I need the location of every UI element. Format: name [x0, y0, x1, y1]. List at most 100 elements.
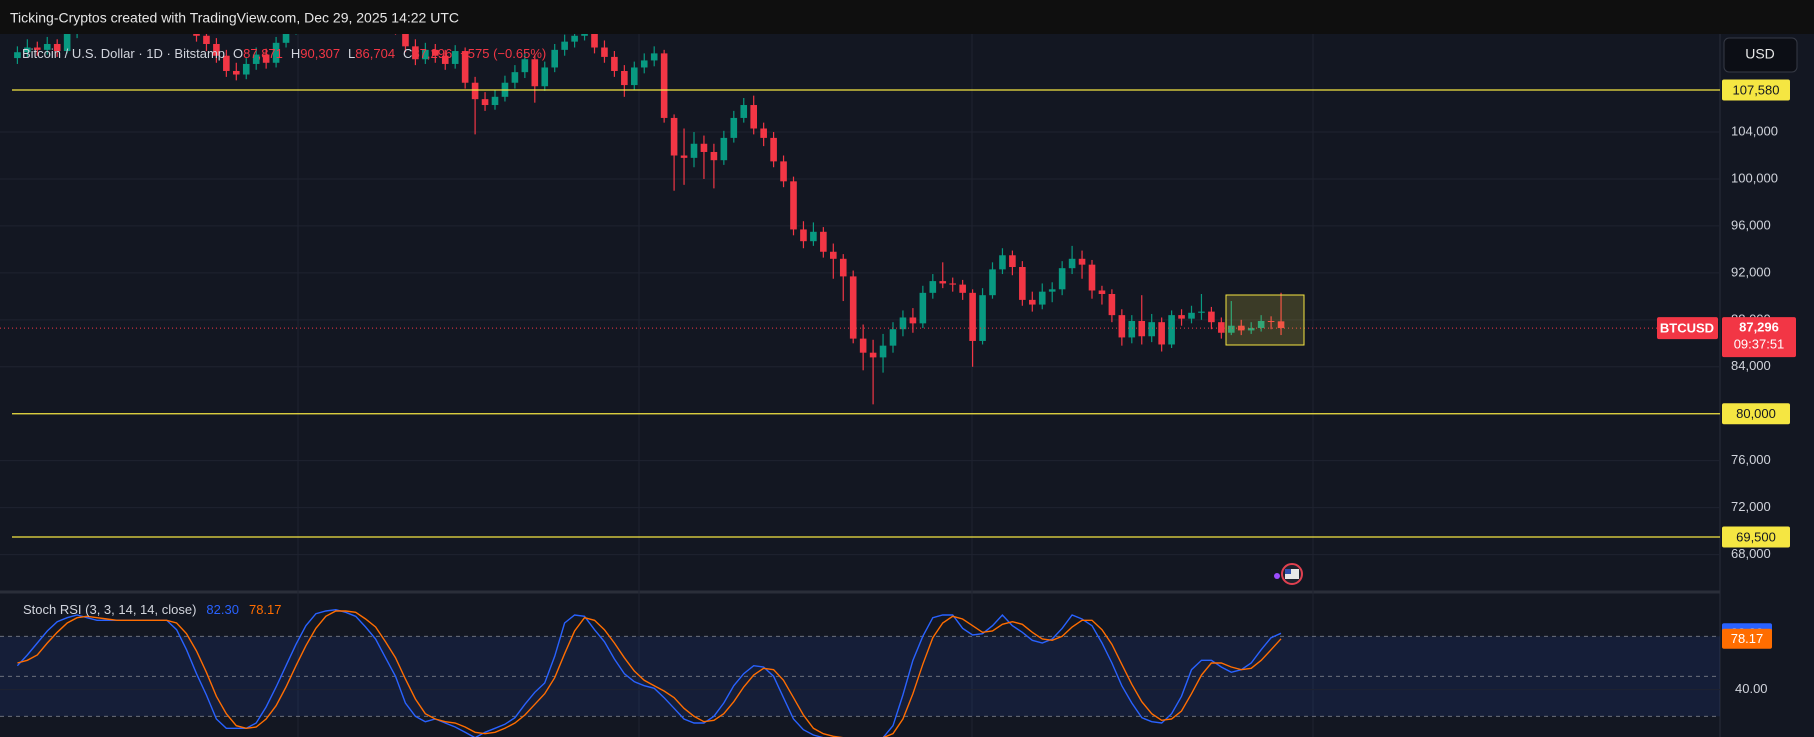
- candle-body: [43, 43, 51, 50]
- candle-body: [670, 117, 678, 156]
- candle-body: [432, 49, 439, 56]
- candle-body: [402, 34, 409, 47]
- candle-body: [242, 63, 250, 75]
- candle-body: [541, 67, 549, 87]
- time-grid: [297, 34, 1314, 737]
- candle-body: [601, 47, 608, 57]
- header-text: Ticking-Cryptos created with TradingView…: [10, 10, 459, 26]
- legend-change: −575 (−0.65%): [460, 46, 546, 61]
- candle-body: [740, 105, 748, 118]
- candle-body: [1148, 322, 1155, 337]
- currency-button[interactable]: [1723, 37, 1798, 73]
- level-label: 107,580: [1733, 82, 1780, 97]
- candle-body: [859, 338, 867, 353]
- candle-body: [839, 258, 847, 277]
- candle-body: [1058, 268, 1066, 290]
- candle-body: [869, 352, 877, 358]
- legend: Bitcoin / U.S. Dollar · 1D · Bitstamp O87…: [22, 46, 546, 61]
- candle-body: [53, 43, 61, 52]
- legend-value: 87,296: [412, 46, 452, 61]
- event-icon: [1274, 563, 1303, 585]
- candle-body: [849, 276, 857, 339]
- candle-body: [939, 281, 947, 284]
- candle-body: [1198, 311, 1205, 313]
- legend-value: 90,307: [300, 46, 340, 61]
- candle-body: [1098, 290, 1106, 295]
- candle-body: [830, 251, 837, 259]
- candle-body: [561, 41, 568, 50]
- candle-body: [1237, 325, 1245, 331]
- candle-body: [491, 96, 499, 106]
- candle-body: [1038, 291, 1046, 305]
- candle-body: [1078, 258, 1086, 265]
- rsi-legend-title: Stoch RSI (3, 3, 14, 14, close): [23, 602, 196, 617]
- candle-body: [969, 292, 976, 341]
- candle-body: [1019, 267, 1026, 300]
- candle-body: [680, 155, 688, 158]
- candle-body: [979, 295, 986, 341]
- candle-body: [621, 70, 628, 86]
- symbol-tag: [1657, 317, 1718, 340]
- top-bar: [0, 0, 1814, 34]
- candle-body: [531, 59, 539, 87]
- candle-body: [521, 59, 529, 73]
- rsi-tick-label: 40.00: [1735, 681, 1768, 696]
- candle-body: [571, 35, 578, 42]
- candle-body: [412, 46, 419, 60]
- overlay: 107,580 80,000 69,500 BTCUSD 87,296 09:37:51 B…: [22, 46, 1796, 649]
- candle-body: [63, 34, 71, 52]
- price-tag-label: 87,296: [1739, 320, 1779, 335]
- price-tag: [1722, 317, 1796, 358]
- rsi-pane: [0, 608, 1720, 737]
- candle-body: [213, 43, 220, 56]
- y-tick-label: 76,000: [1731, 452, 1771, 467]
- level-tag: [1722, 403, 1790, 425]
- candle-body: [710, 151, 718, 161]
- candle-body: [1009, 255, 1016, 268]
- candle-body: [640, 60, 648, 68]
- candle-body: [909, 317, 917, 324]
- candle-body: [1178, 315, 1185, 319]
- y-tick-label: 96,000: [1731, 217, 1771, 232]
- candle-body: [1208, 311, 1215, 323]
- candle-body: [1108, 294, 1116, 316]
- candle-body: [631, 67, 638, 86]
- highlight-box: [1225, 294, 1305, 346]
- candle-body: [790, 181, 797, 230]
- currency-label[interactable]: USD: [1745, 46, 1775, 62]
- candle-body: [1158, 322, 1165, 345]
- candle-body: [193, 34, 200, 36]
- rsi-legend-value: 78.17: [249, 602, 282, 617]
- legend-value: 87,871: [243, 46, 283, 61]
- candle-body: [511, 72, 519, 83]
- candle-body: [591, 34, 598, 48]
- candle-body: [1267, 321, 1275, 323]
- event-icon-dot: [1274, 573, 1280, 579]
- candle-body: [441, 55, 449, 64]
- legend-value: 86,704: [355, 46, 395, 61]
- candle-body: [820, 231, 827, 252]
- candle-body: [581, 34, 588, 36]
- rsi-legend-value: 82.30: [206, 602, 239, 617]
- legend-title: Bitcoin / U.S. Dollar · 1D · Bitstamp: [22, 46, 225, 61]
- candle-body: [899, 317, 907, 330]
- price-pane: [0, 34, 1720, 556]
- legend-key: L: [348, 46, 355, 61]
- rsi-value-tag: [1722, 628, 1772, 649]
- legend-key: O: [233, 46, 243, 61]
- candle-body: [1138, 321, 1146, 337]
- level-tag: [1722, 526, 1790, 548]
- candle-body: [272, 42, 280, 63]
- candle-body: [929, 281, 937, 293]
- symbol-label: BTCUSD: [1660, 321, 1714, 336]
- candle-body: [999, 255, 1006, 270]
- candle-body: [223, 55, 230, 71]
- event-icon-flag: [1285, 569, 1299, 579]
- candle-body: [1048, 289, 1056, 292]
- countdown-label: 09:37:51: [1734, 337, 1785, 352]
- candle-body: [1029, 299, 1036, 305]
- candle-body: [1128, 321, 1136, 338]
